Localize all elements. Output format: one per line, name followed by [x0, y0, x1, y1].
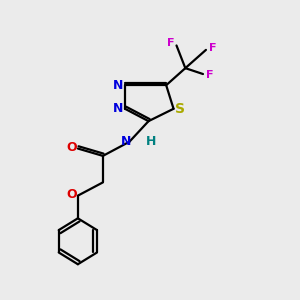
Text: H: H [146, 135, 156, 148]
Text: F: F [167, 38, 175, 48]
Text: F: F [206, 70, 213, 80]
Text: N: N [112, 79, 123, 92]
Text: O: O [67, 188, 77, 201]
Text: O: O [67, 141, 77, 154]
Text: S: S [175, 102, 185, 116]
Text: N: N [112, 102, 123, 115]
Text: N: N [121, 135, 132, 148]
Text: F: F [209, 43, 216, 52]
